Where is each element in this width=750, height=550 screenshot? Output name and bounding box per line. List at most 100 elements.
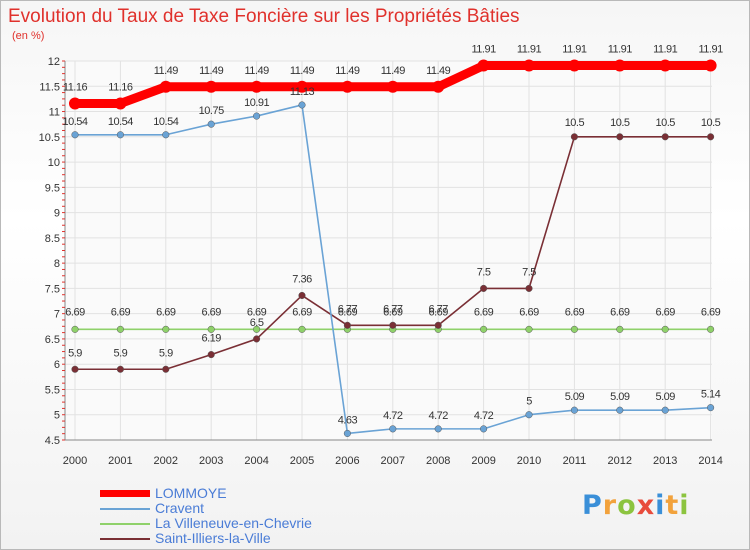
x-tick-label: 2013: [653, 455, 677, 467]
data-label: 5.9: [68, 347, 82, 359]
data-point: [296, 80, 308, 93]
x-tick-label: 2002: [154, 455, 178, 467]
data-label: 6.5: [250, 317, 264, 329]
data-point: [298, 291, 306, 300]
y-tick-label: 5: [54, 410, 60, 422]
data-label: 6.69: [65, 306, 85, 318]
data-label: 4.72: [383, 410, 403, 422]
chart-legend: LOMMOYE Cravent La Villeneuve-en-Chevrie…: [100, 486, 380, 546]
data-point: [343, 429, 351, 437]
data-point: [570, 406, 578, 414]
y-tick-label: 10.5: [39, 132, 60, 144]
data-point: [162, 365, 170, 373]
data-point: [525, 411, 533, 419]
data-point: [207, 351, 215, 359]
logo-letter-p: P: [582, 490, 603, 521]
data-label: 6.19: [201, 333, 221, 345]
data-point: [253, 112, 261, 120]
data-point: [434, 425, 442, 433]
data-label: 11.49: [290, 65, 315, 77]
data-label: 6.69: [383, 306, 403, 318]
data-label: 5.09: [565, 391, 585, 403]
data-label: 11.49: [244, 65, 269, 77]
data-point: [114, 97, 127, 110]
data-label: 5.14: [701, 389, 721, 401]
data-point: [116, 131, 124, 139]
data-point: [159, 80, 172, 93]
y-tick-label: 11.5: [39, 81, 60, 93]
data-label: 6.69: [111, 306, 131, 318]
legend-label-saint-illiers: Saint-Illiers-la-Ville: [155, 530, 271, 546]
data-label: 4.63: [338, 414, 358, 426]
legend-label-cravent: Cravent: [155, 500, 205, 516]
x-tick-label: 2003: [199, 455, 223, 467]
data-point: [616, 325, 624, 333]
data-point: [386, 80, 399, 93]
data-point: [480, 425, 488, 433]
data-label: 6.69: [338, 306, 358, 318]
data-point: [207, 120, 215, 128]
data-label: 6.77: [338, 303, 358, 315]
chart-subtitle: (en %): [12, 30, 45, 42]
data-label: 6.69: [701, 306, 721, 318]
data-point: [525, 325, 533, 333]
data-point: [434, 321, 442, 329]
legend-swatch-la-villeneuve: [100, 523, 150, 525]
data-label: 10.54: [153, 116, 178, 128]
data-label: 6.77: [383, 303, 403, 315]
y-tick-label: 6.5: [45, 334, 60, 346]
data-point: [162, 325, 170, 333]
data-label: 5.09: [610, 391, 630, 403]
data-point: [71, 131, 79, 139]
x-tick-label: 2011: [563, 455, 587, 467]
data-point: [480, 284, 488, 292]
y-tick-label: 4.5: [45, 435, 60, 447]
legend-label-lommoye: LOMMOYE: [155, 485, 227, 501]
data-point: [661, 406, 669, 414]
data-label: 7.5: [477, 266, 491, 278]
y-tick-label: 11: [49, 107, 60, 119]
data-label: 6.69: [201, 306, 221, 318]
data-point: [162, 131, 170, 139]
data-point: [570, 133, 578, 141]
data-point: [253, 335, 261, 343]
y-tick-label: 6: [54, 359, 60, 371]
x-tick-label: 2007: [381, 455, 405, 467]
data-label: 5.09: [655, 391, 675, 403]
legend-item-lommoye[interactable]: LOMMOYE: [100, 486, 380, 501]
data-label: 11.91: [653, 44, 678, 56]
data-point: [389, 425, 397, 433]
data-label: 11.16: [108, 81, 133, 93]
data-point: [389, 321, 397, 329]
data-label: 6.69: [655, 306, 675, 318]
data-label: 10.54: [108, 116, 133, 128]
logo-letter-r: r: [602, 490, 618, 521]
legend-label-la-villeneuve: La Villeneuve-en-Chevrie: [155, 515, 312, 531]
data-label: 6.69: [610, 306, 630, 318]
data-point: [616, 133, 624, 141]
data-label: 4.72: [428, 410, 448, 422]
legend-item-la-villeneuve[interactable]: La Villeneuve-en-Chevrie: [100, 516, 380, 531]
x-tick-label: 2000: [63, 455, 87, 467]
data-label: 6.69: [156, 306, 176, 318]
data-point: [525, 284, 533, 292]
legend-item-saint-illiers[interactable]: Saint-Illiers-la-Ville: [100, 531, 380, 546]
data-label: 5.9: [159, 347, 173, 359]
data-label: 10.91: [244, 97, 269, 109]
data-label: 6.69: [565, 306, 585, 318]
x-tick-label: 2005: [290, 455, 314, 467]
x-tick-label: 2008: [426, 455, 450, 467]
data-label: 11.13: [290, 86, 315, 98]
legend-item-cravent[interactable]: Cravent: [100, 501, 380, 516]
data-label: 11.91: [517, 44, 542, 56]
data-point: [343, 321, 351, 329]
data-point: [341, 80, 354, 93]
data-point: [477, 59, 490, 72]
data-point: [480, 325, 488, 333]
chart-title: Evolution du Taux de Taxe Foncière sur l…: [8, 6, 520, 27]
data-label: 11.91: [562, 44, 587, 56]
data-point: [568, 59, 581, 72]
data-point: [71, 365, 79, 373]
y-tick-label: 9: [54, 208, 60, 220]
